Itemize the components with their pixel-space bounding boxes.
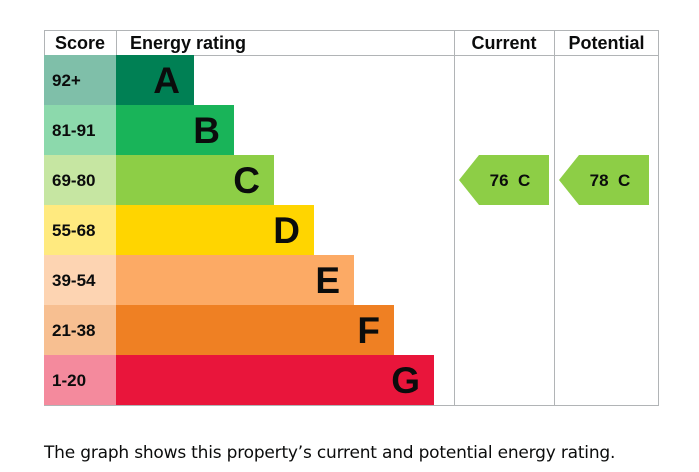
- rating-letter-c: C: [233, 160, 260, 201]
- rating-letter-e: E: [315, 260, 340, 301]
- rating-letter-f: F: [357, 310, 380, 351]
- score-range-a: 92+: [52, 71, 81, 90]
- rating-letter-b: B: [193, 110, 220, 151]
- rating-arrows: 76 C 78 C: [459, 155, 649, 205]
- score-cell-f: [44, 305, 116, 355]
- epc-chart: Score Energy rating Current Potential 92+ A 8…: [44, 30, 659, 406]
- score-range-g: 1-20: [52, 371, 86, 390]
- chart-headers: Score Energy rating Current Potential: [55, 33, 645, 53]
- rating-bar-e: [116, 255, 354, 305]
- score-cell-c: [44, 155, 116, 205]
- potential-arrow: [559, 155, 649, 205]
- rating-bar-g: [116, 355, 434, 405]
- score-cell-g: [44, 355, 116, 405]
- score-range-b: 81-91: [52, 121, 95, 140]
- rating-bar-b: [116, 105, 234, 155]
- score-cell-b: [44, 105, 116, 155]
- rating-bar-a: [116, 55, 194, 105]
- rating-letter-g: G: [391, 360, 420, 401]
- rating-bar-d: [116, 205, 314, 255]
- current-arrow: [459, 155, 549, 205]
- potential-rating-label: 78 C: [590, 171, 631, 190]
- rating-bar-c: [116, 155, 274, 205]
- score-cell-d: [44, 205, 116, 255]
- score-range-f: 21-38: [52, 321, 95, 340]
- header-current: Current: [471, 33, 536, 53]
- rating-letter-a: A: [153, 60, 180, 101]
- header-energy-rating: Energy rating: [130, 33, 246, 53]
- rating-letter-d: D: [273, 210, 300, 251]
- rating-bar-f: [116, 305, 394, 355]
- score-range-d: 55-68: [52, 221, 95, 240]
- header-potential: Potential: [568, 33, 644, 53]
- current-rating-label: 76 C: [490, 171, 531, 190]
- chart-caption: The graph shows this property’s current …: [44, 443, 616, 463]
- score-range-c: 69-80: [52, 171, 95, 190]
- header-score: Score: [55, 33, 105, 53]
- score-cell-a: [44, 55, 116, 105]
- score-cell-e: [44, 255, 116, 305]
- rating-bands: 92+ A 81-91 B 69-80 C 55-68 D 39-54 E 21-38 F 1-20 G: [44, 55, 434, 405]
- score-range-e: 39-54: [52, 271, 96, 290]
